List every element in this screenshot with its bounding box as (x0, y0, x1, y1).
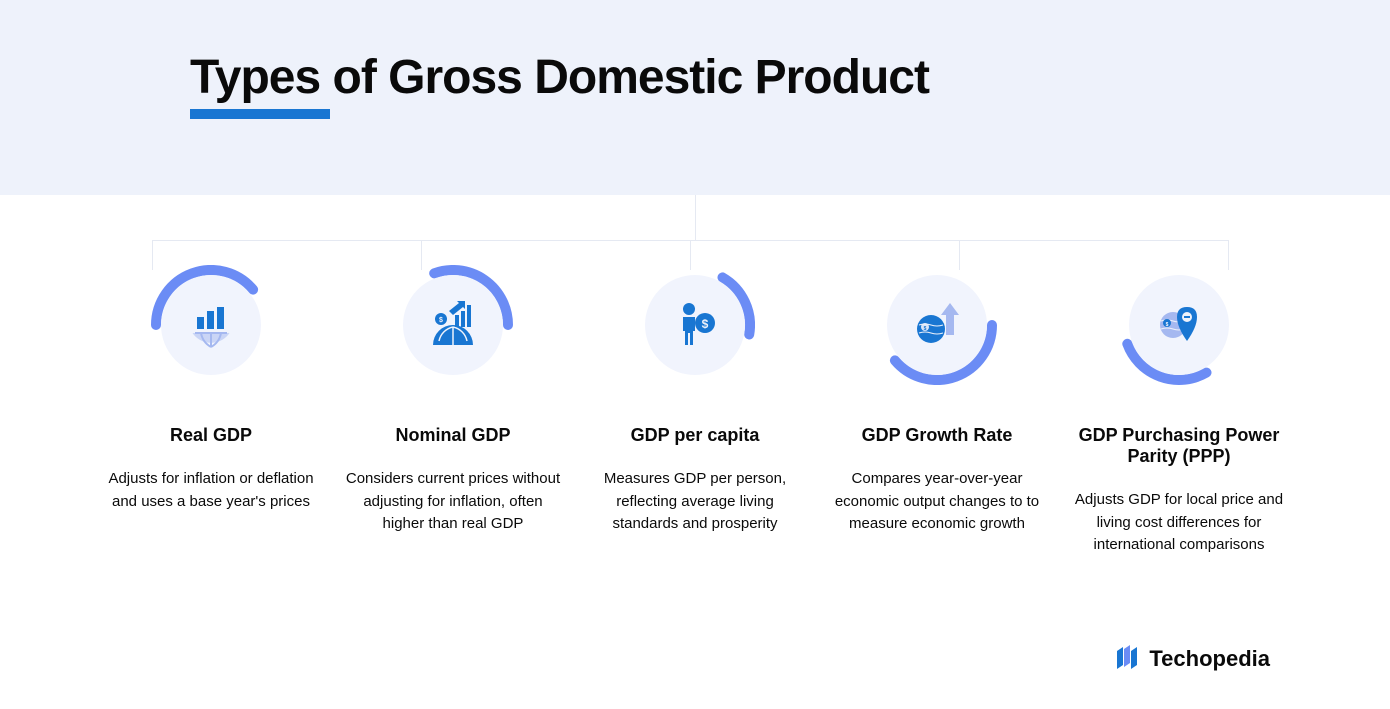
globe-pin-icon: $ (1151, 297, 1207, 353)
header: Types of Gross Domestic Product (0, 0, 1390, 195)
title-underline (190, 109, 330, 119)
svg-text:$: $ (1166, 322, 1169, 328)
globe-bars-icon (183, 297, 239, 353)
card-title: GDP Growth Rate (862, 425, 1013, 446)
card-gdp-ppp: $ GDP Purchasing Power Parity (PPP) Adju… (1068, 265, 1290, 557)
icon-circle: $ (887, 275, 987, 375)
icon-wrap: $ (635, 265, 755, 385)
icon-wrap: $ (393, 265, 513, 385)
svg-text:$: $ (439, 317, 443, 324)
card-title: GDP Purchasing Power Parity (PPP) (1068, 425, 1290, 467)
card-real-gdp: Real GDP Adjusts for inflation or deflat… (100, 265, 322, 557)
person-dollar-icon: $ (667, 297, 723, 353)
icon-wrap: $ (1119, 265, 1239, 385)
icon-circle: $ (403, 275, 503, 375)
brand-text: Techopedia (1149, 646, 1270, 672)
svg-text:$: $ (924, 326, 927, 332)
icon-circle: $ (1129, 275, 1229, 375)
icon-circle (161, 275, 261, 375)
card-desc: Adjusts GDP for local price and living c… (1069, 489, 1289, 557)
card-desc: Adjusts for inflation or deflation and u… (101, 468, 321, 513)
page-title: Types of Gross Domestic Product (190, 50, 1200, 105)
card-gdp-per-capita: $ GDP per capita Measures GDP per person… (584, 265, 806, 557)
card-title: GDP per capita (631, 425, 760, 446)
card-desc: Compares year-over-year economic output … (827, 468, 1047, 536)
svg-text:$: $ (702, 317, 709, 331)
card-title: Nominal GDP (395, 425, 510, 446)
globe-arrow-icon: $ (909, 297, 965, 353)
title-text: Types of Gross Domestic Product (190, 51, 929, 104)
card-desc: Considers current prices without adjusti… (343, 468, 563, 536)
card-gdp-growth-rate: $ GDP Growth Rate Compares year-over-yea… (826, 265, 1048, 557)
icon-wrap (151, 265, 271, 385)
connector-root (695, 195, 696, 240)
card-title: Real GDP (170, 425, 252, 446)
card-desc: Measures GDP per person, reflecting aver… (585, 468, 805, 536)
brand-icon (1113, 645, 1141, 673)
globe-growth-icon: $ (425, 297, 481, 353)
brand: Techopedia (1113, 645, 1270, 673)
icon-wrap: $ (877, 265, 997, 385)
card-nominal-gdp: $ Nominal GDP Considers current prices w… (342, 265, 564, 557)
icon-circle: $ (645, 275, 745, 375)
cards-row: Real GDP Adjusts for inflation or deflat… (0, 195, 1390, 557)
